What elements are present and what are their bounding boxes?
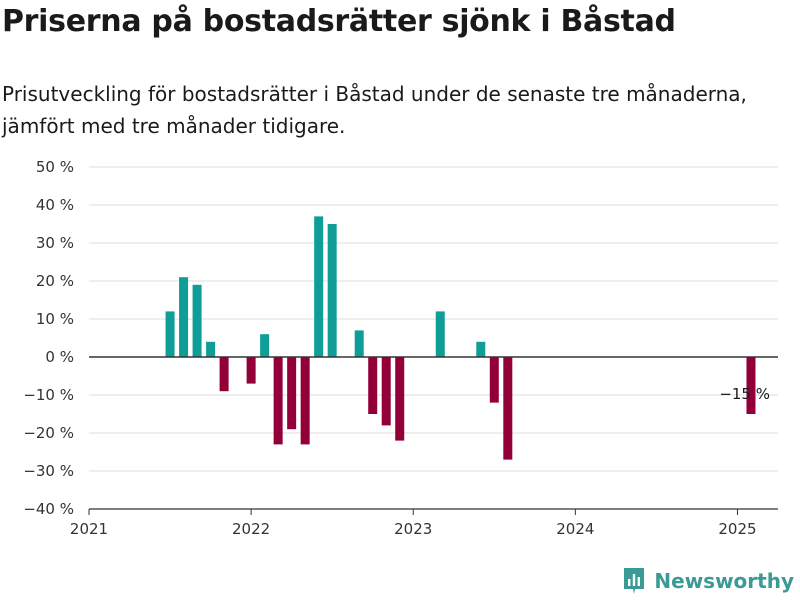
bar <box>368 357 378 414</box>
y-axis-ticks: −40 % −30 % −20 % −10 % 0 % 10 % 20 % 30 % 40 % 5… <box>23 158 74 518</box>
bar <box>260 334 270 357</box>
chart-subtitle: Prisutveckling för bostadsrätter i Båsta… <box>2 82 747 138</box>
brand-name: Newsworthy <box>654 569 794 593</box>
bars <box>165 216 756 460</box>
y-tick-label: −40 % <box>23 500 74 518</box>
y-tick-label: 20 % <box>36 272 74 290</box>
gridlines <box>89 166 778 472</box>
bar <box>503 357 513 460</box>
bar <box>314 216 324 357</box>
bar <box>395 357 405 441</box>
bar <box>489 357 499 403</box>
bar <box>327 224 337 357</box>
bar <box>179 277 189 357</box>
bar <box>435 311 445 357</box>
x-tick-label: 2023 <box>394 520 432 538</box>
bar <box>476 341 486 357</box>
bar <box>192 284 202 357</box>
newsworthy-logo: Newsworthy <box>622 566 794 596</box>
bar <box>746 357 756 414</box>
bar <box>300 357 310 445</box>
x-tick-label: 2025 <box>718 520 756 538</box>
y-tick-label: −30 % <box>23 462 74 480</box>
newsworthy-logo-icon <box>624 568 645 594</box>
y-tick-label: 30 % <box>36 234 74 252</box>
chart-title: Priserna på bostadsrätter sjönk i Båstad <box>2 4 676 39</box>
data-label: −15 % <box>719 385 770 403</box>
y-tick-label: 40 % <box>36 196 74 214</box>
x-tick-label: 2022 <box>232 520 270 538</box>
bar <box>287 357 297 430</box>
x-tick-label: 2021 <box>70 520 108 538</box>
x-axis-ticks: 2021 2022 2023 2024 2025 <box>70 509 757 538</box>
bar <box>246 357 256 384</box>
bar <box>381 357 391 426</box>
bar <box>219 357 229 392</box>
y-tick-label: 0 % <box>45 348 74 366</box>
bar <box>354 330 364 357</box>
y-tick-label: 10 % <box>36 310 74 328</box>
bar <box>273 357 283 445</box>
y-tick-label: −20 % <box>23 424 74 442</box>
bar <box>206 341 216 357</box>
axes <box>89 356 778 510</box>
y-tick-label: −10 % <box>23 386 74 404</box>
annotations: −15 % <box>719 385 770 403</box>
y-tick-label: 50 % <box>36 158 74 176</box>
x-tick-label: 2024 <box>556 520 594 538</box>
bar <box>165 311 175 357</box>
